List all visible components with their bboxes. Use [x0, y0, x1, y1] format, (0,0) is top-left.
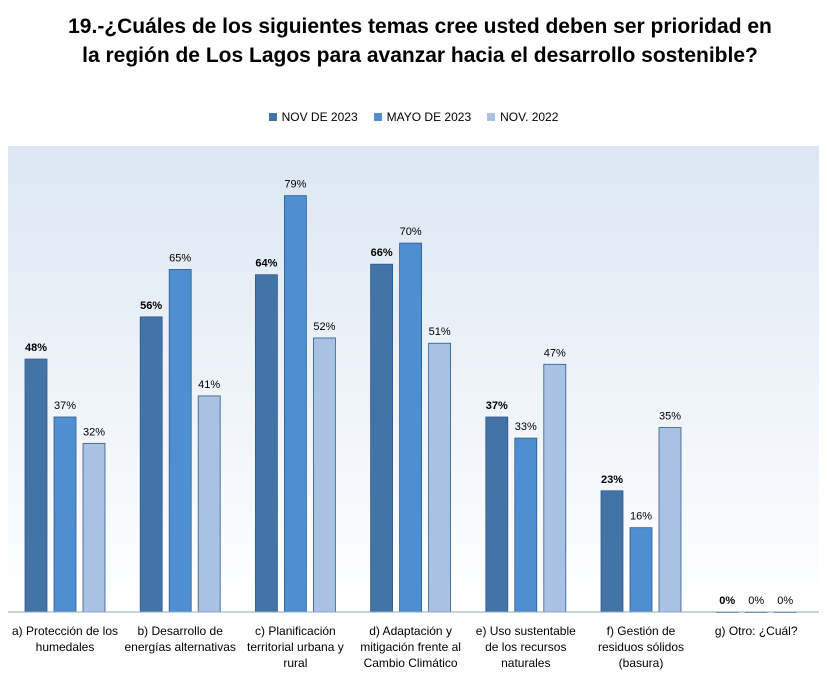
value-label: 47% — [544, 347, 566, 359]
legend-item-nov-2022: NOV. 2022 — [487, 110, 558, 124]
value-label: 70% — [400, 226, 422, 238]
value-label: 35% — [659, 411, 681, 423]
bar-4-0 — [485, 416, 509, 613]
value-label: 48% — [25, 342, 47, 354]
bar-5-0 — [600, 490, 624, 613]
bar-1-1 — [168, 269, 192, 613]
value-label: 79% — [284, 179, 306, 191]
bar-3-1 — [399, 242, 423, 613]
category-label: a) Protección de los humedales — [11, 624, 119, 654]
category-label: b) Desarrollo de energías alternativas — [124, 624, 236, 654]
category-label: d) Adaptación y mitigación frente al Cam… — [360, 624, 461, 670]
legend-swatch — [487, 113, 496, 121]
bar-2-0 — [254, 274, 278, 613]
value-label: 37% — [486, 400, 508, 412]
value-label: 32% — [83, 426, 105, 438]
value-label: 56% — [140, 300, 162, 312]
category-label: e) Uso sustentable de los recursos natur… — [475, 624, 576, 670]
value-label: 23% — [601, 474, 623, 486]
bar-1-0 — [139, 316, 163, 613]
bar-3-0 — [370, 263, 394, 613]
bar-2-2 — [312, 337, 336, 613]
legend-label: NOV. 2022 — [500, 110, 559, 124]
bar-0-0 — [24, 358, 48, 613]
value-label: 33% — [515, 421, 537, 433]
value-label: 0% — [748, 595, 764, 607]
value-label: 16% — [630, 511, 652, 523]
bar-5-2 — [658, 427, 682, 613]
legend-label: MAYO DE 2023 — [386, 110, 472, 124]
value-label: 52% — [313, 321, 335, 333]
category-label: c) Planificación territorial urbana y ru… — [247, 624, 344, 670]
chart-title: 19.-¿Cuáles de los siguientes temas cree… — [68, 15, 772, 67]
legend-label: NOV DE 2023 — [281, 110, 358, 124]
bar-4-2 — [543, 363, 567, 613]
legend-item-nov-2023: NOV DE 2023 — [268, 110, 358, 124]
category-label: g) Otro: ¿Cuál? — [714, 624, 798, 638]
value-label: 37% — [54, 400, 76, 412]
value-label: 66% — [371, 247, 393, 259]
bar-5-1 — [629, 527, 653, 613]
bar-4-1 — [514, 437, 538, 613]
value-label: 51% — [429, 326, 451, 338]
bar-2-1 — [283, 195, 307, 613]
legend-item-mayo-2023: MAYO DE 2023 — [373, 110, 472, 124]
legend-swatch — [373, 113, 382, 121]
value-label: 0% — [719, 595, 735, 607]
value-label: 65% — [169, 252, 191, 264]
bar-0-1 — [53, 416, 77, 613]
legend-swatch — [268, 113, 277, 121]
value-label: 64% — [255, 258, 277, 270]
bar-1-2 — [197, 395, 221, 613]
value-label: 0% — [777, 595, 793, 607]
category-label: f) Gestión de residuos sólidos (basura) — [597, 624, 685, 670]
legend: NOV DE 2023 MAYO DE 2023 NOV. 2022 — [0, 110, 827, 124]
bar-0-2 — [82, 442, 106, 613]
value-label: 41% — [198, 379, 220, 391]
bar-3-2 — [428, 342, 452, 613]
